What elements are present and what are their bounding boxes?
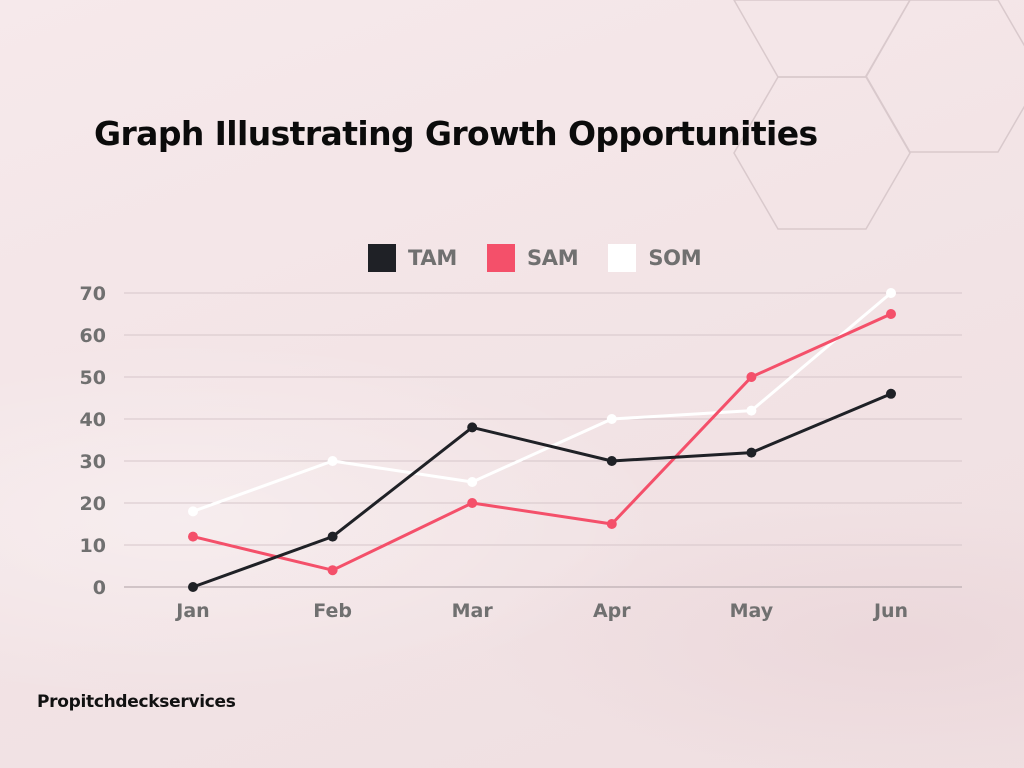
y-tick-label: 40 [80,409,106,431]
x-tick-label: Mar [452,600,494,622]
series-line-som [191,291,893,513]
legend-label-tam: TAM [408,246,457,270]
x-tick-label: Apr [593,600,631,622]
y-tick-label: 20 [80,493,106,515]
x-axis-ticks: Jan Feb Mar Apr May Jun [174,600,908,622]
legend-swatch-som [608,244,637,272]
series-group [188,288,896,592]
data-point-som [606,414,617,424]
y-tick-label: 0 [93,577,106,599]
data-point-sam [188,531,198,542]
data-point-tam [606,456,617,466]
y-tick-label: 30 [80,451,106,473]
hexagon-shape [733,0,911,78]
legend-item-som: SOM [608,244,702,272]
chart-legend: TAM SAM SOM [368,244,731,272]
chart-title: Graph Illustrating Growth Opportunities [94,114,818,153]
y-tick-label: 50 [80,367,106,389]
data-point-som [188,506,198,517]
series-line-sam [191,312,893,572]
data-point-tam [327,531,338,542]
x-tick-label: Jun [872,600,908,622]
data-point-som [886,288,896,298]
data-point-som [746,405,757,416]
legend-label-som: SOM [648,246,702,270]
data-point-som [467,477,478,487]
series-line-tam [191,392,893,589]
footer-brand: Propitchdeckservices [37,692,236,712]
y-tick-label: 70 [80,283,106,305]
data-point-som [327,456,338,466]
data-point-sam [606,519,617,529]
data-point-tam [886,388,896,399]
data-point-sam [327,565,338,576]
x-tick-label: Feb [313,600,352,622]
data-point-sam [467,498,478,508]
y-axis-ticks: 0 10 20 30 40 50 60 70 [80,283,106,599]
x-tick-label: Jan [174,600,209,622]
grid-lines [124,292,962,588]
series-som [188,288,896,517]
legend-item-tam: TAM [368,244,457,272]
legend-swatch-tam [368,244,396,272]
legend-label-sam: SAM [526,246,579,270]
data-point-sam [886,309,896,319]
data-point-tam [188,582,198,592]
series-sam [188,309,896,576]
data-point-tam [467,422,478,433]
y-tick-label: 60 [80,325,106,347]
legend-item-sam: SAM [486,244,579,272]
x-tick-label: May [730,600,774,622]
y-tick-label: 10 [80,535,106,557]
series-tam [188,388,896,592]
data-point-sam [746,372,757,382]
legend-swatch-sam [486,244,515,272]
data-point-tam [746,447,757,458]
